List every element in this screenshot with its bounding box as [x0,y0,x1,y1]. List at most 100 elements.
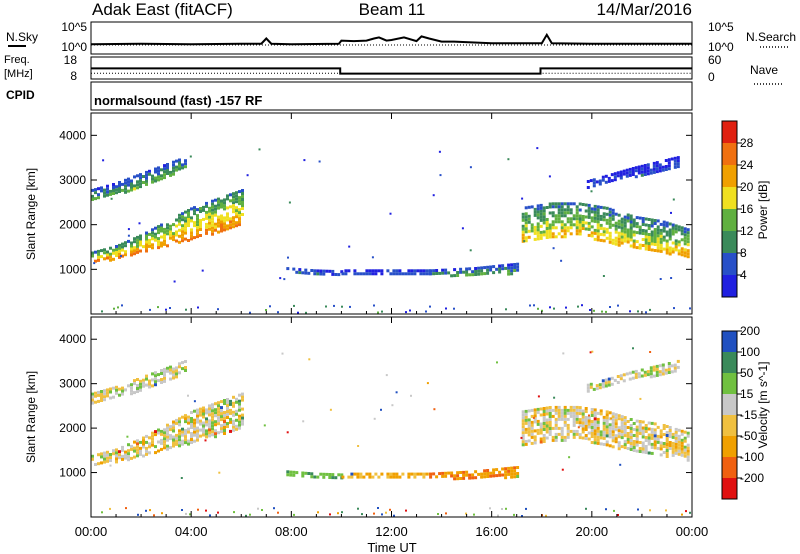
velocity-cell [631,376,635,380]
velocity-cell [610,382,614,386]
power-cell [634,175,638,179]
power-cell [217,224,220,228]
velocity-cell [148,382,151,386]
velocity-cell [533,414,537,418]
power-cell [214,222,217,226]
power-cell [166,229,169,233]
power-cell [563,208,567,212]
power-cell [371,272,375,276]
power-cell [662,229,666,233]
power-cell [566,205,570,209]
velocity-cell [302,420,305,423]
velocity-cell [530,429,534,433]
velocity-cell [513,475,517,479]
velocity-cell [524,430,528,434]
power-cell [196,220,199,224]
velocity-cell [136,445,139,449]
velocity-cell [130,386,133,390]
power-cell [157,246,160,250]
velocity-cell [347,475,351,479]
power-cell [187,218,190,221]
velocity-cell [125,507,127,510]
power-cell [659,231,663,235]
velocity-cell [163,376,166,380]
velocity-cell [616,381,620,384]
power-cell [325,269,329,273]
power-cell [653,249,657,252]
velocity-cell [489,474,493,478]
velocity-cell [641,444,645,448]
velocity-cell [659,429,663,433]
velocity-cell [504,473,508,477]
velocity-cell [238,420,241,424]
velocity-cell [145,434,148,438]
velocity-cell [536,431,540,435]
velocity-cell [389,472,393,476]
velocity-cell [542,419,546,422]
velocity-cell [196,414,199,418]
power-cell [607,176,611,180]
power-cell [521,230,525,234]
power-cell [611,211,615,215]
velocity-cell [166,444,169,448]
power-cell [486,268,490,272]
velocity-cell [100,393,103,396]
power-cell [646,172,650,176]
power-cell [671,223,675,227]
power-cell [584,215,588,219]
velocity-cell [527,427,531,431]
velocity-cell [635,425,639,429]
power-cell [647,218,651,221]
velocity-cell [217,511,219,514]
velocity-cell [208,404,211,408]
power-cell [258,148,261,151]
power-cell [220,223,223,227]
velocity-cell [662,427,666,430]
velocity-cell [553,396,556,399]
power-cell [319,269,323,273]
velocity-cell [683,439,687,443]
power-cell [643,164,647,167]
power-cell [533,207,537,211]
velocity-cell [127,452,130,456]
power-cell [569,211,573,215]
velocity-cell [115,460,118,464]
power-cell [665,221,669,225]
velocity-cell [205,432,208,436]
velocity-cell [187,394,189,397]
power-cell [542,209,546,213]
velocity-cell [331,473,335,477]
velocity-cell [539,437,543,441]
velocity-cell [197,508,199,511]
power-cell [524,224,528,228]
power-cell [103,257,106,261]
velocity-cell [620,421,624,425]
velocity-cell [629,427,633,430]
power-cell [232,195,235,199]
velocity-cell [130,392,133,396]
power-cell [232,225,235,229]
velocity-cell [208,428,211,432]
velocity-cell [568,456,571,459]
power-cell [557,202,561,206]
power-cell [665,245,669,249]
power-cell [661,165,665,169]
power-cell [608,213,612,217]
power-cell [527,214,531,218]
velocity-cell [229,429,232,433]
power-cell [205,231,208,235]
velocity-cell [605,440,609,444]
velocity-cell [136,442,139,446]
power-cell [489,265,493,269]
velocity-cell [608,432,612,436]
power-cell [545,218,549,221]
velocity-cell [100,461,103,465]
power-cell [650,248,654,252]
velocity-cell [521,434,525,438]
velocity-cell [516,475,520,478]
velocity-cell [166,426,169,430]
velocity-cell [604,384,608,388]
power-cell [617,213,621,217]
power-cell [205,201,208,205]
